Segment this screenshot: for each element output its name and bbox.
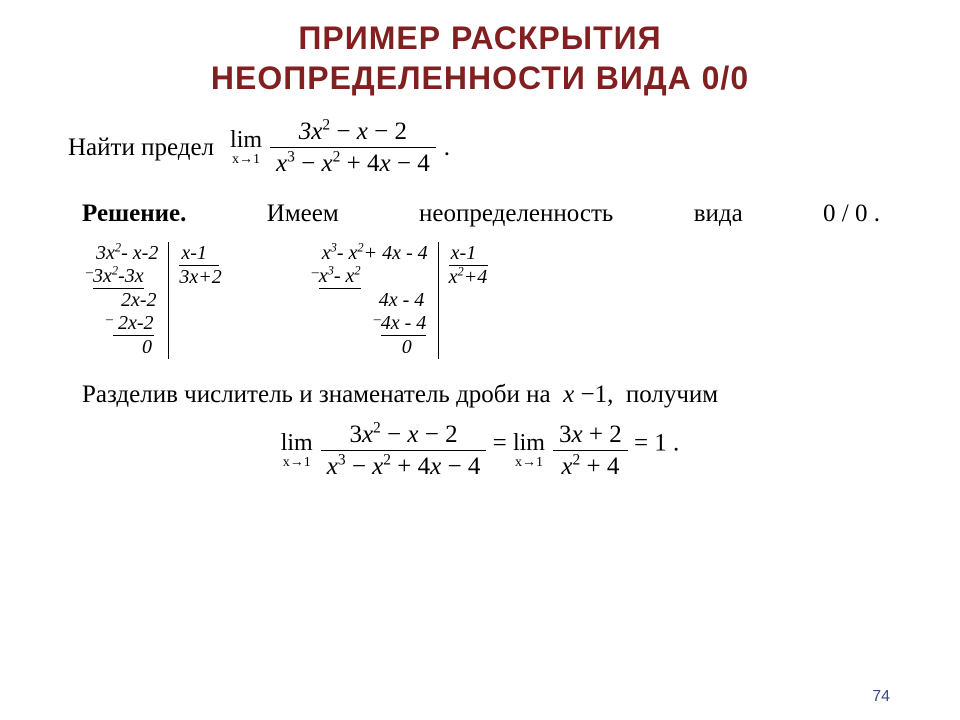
lim-sub-3: x→1 [513, 455, 545, 471]
slide-body: Найти предел lim x→1 3x2 − x − 2 x3 − x2… [40, 116, 920, 482]
lim-symbol-2: lim x→1 [281, 430, 313, 471]
final-num-2: 3x + 2 [553, 419, 628, 450]
final-den-1: x3 − x2 + 4x − 4 [321, 450, 487, 482]
lim-sub: x→1 [230, 152, 262, 168]
intro-label: Найти предел [68, 134, 214, 162]
page-number: 74 [872, 688, 890, 706]
limit-expression: lim x→1 3x2 − x − 2 x3 − x2 + 4x − 4 . [230, 116, 450, 180]
lim-sub-2: x→1 [281, 455, 313, 471]
final-lhs: lim x→1 3x2 − x − 2 x3 − x2 + 4x − 4 [281, 419, 487, 483]
dividend-1: 3x2- x-2 –3x2-3x 2x-2 – 2x-2 0 [86, 242, 158, 359]
problem-statement: Найти предел lim x→1 3x2 − x − 2 x3 − x2… [68, 116, 920, 180]
final-fraction-1: 3x2 − x − 2 x3 − x2 + 4x − 4 [321, 419, 487, 483]
conclusion-text: Разделив числитель и знаменатель дроби н… [82, 381, 920, 409]
lim-symbol-3: lim x→1 [513, 430, 545, 471]
final-rhs: lim x→1 3x + 2 x2 + 4 [513, 419, 628, 483]
lim-word-2: lim [281, 430, 313, 457]
limit-numerator: 3x2 − x − 2 [270, 116, 436, 147]
title-line-2: НЕОПРЕДЕЛЕННОСТИ ВИДА 0/0 [211, 60, 749, 96]
indeterminate-form: 0 / 0 . [823, 200, 880, 228]
dividend-2: x3- x2+ 4x - 4 –x3- x2 4x - 4 –4x - 4 0 [312, 242, 428, 359]
solution-word-1: Имеем [267, 200, 339, 228]
solution-intro: Решение. Имеем неопределенность вида 0 /… [82, 200, 920, 228]
limit-fraction: 3x2 − x − 2 x3 − x2 + 4x − 4 [270, 116, 436, 180]
solution-word-3: вида [694, 200, 743, 228]
final-expression: lim x→1 3x2 − x − 2 x3 − x2 + 4x − 4 = l… [40, 419, 920, 483]
lim-word: lim [230, 127, 262, 154]
period: . [444, 134, 450, 162]
lim-word-3: lim [513, 430, 545, 457]
final-fraction-2: 3x + 2 x2 + 4 [553, 419, 628, 483]
long-division-2: x3- x2+ 4x - 4 –x3- x2 4x - 4 –4x - 4 0 … [312, 242, 488, 359]
title-line-1: ПРИМЕР РАСКРЫТИЯ [298, 20, 661, 56]
slide-title: ПРИМЕР РАСКРЫТИЯ НЕОПРЕДЕЛЕННОСТИ ВИДА 0… [40, 18, 920, 98]
limit-denominator: x3 − x2 + 4x − 4 [270, 147, 436, 179]
final-num-1: 3x2 − x − 2 [321, 419, 487, 450]
final-den-2: x2 + 4 [553, 450, 628, 482]
equals-1: = [493, 429, 513, 456]
solution-word-2: неопределенность [419, 200, 613, 228]
solution-label: Решение. [82, 200, 186, 228]
long-division-row: 3x2- x-2 –3x2-3x 2x-2 – 2x-2 0 x-1 3x+2 … [86, 242, 920, 359]
divisor-quotient-2: x-1 x2+4 [438, 242, 489, 359]
lim-symbol: lim x→1 [230, 127, 262, 168]
result: = 1 . [634, 429, 679, 456]
divisor-quotient-1: x-1 3x+2 [168, 242, 221, 359]
long-division-1: 3x2- x-2 –3x2-3x 2x-2 – 2x-2 0 x-1 3x+2 [86, 242, 222, 359]
